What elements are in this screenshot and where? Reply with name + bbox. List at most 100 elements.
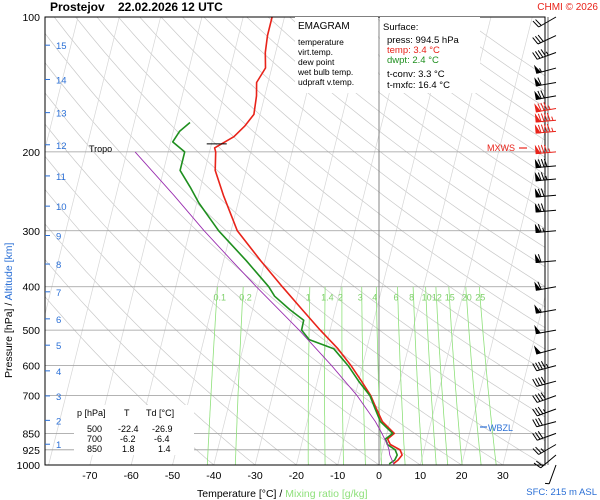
wind-barb-full [543,124,548,133]
pressure-tick-label: 400 [22,282,40,294]
wind-barb-full [535,36,541,44]
pressure-tick-label: 500 [22,325,40,337]
table-header-t: T [124,408,130,418]
wind-barb-full [534,394,541,402]
wind-barb-flag [534,223,541,234]
wind-barb-shaft [536,421,557,428]
station-name: Prostejov [50,0,105,14]
wind-barb-full [535,446,542,454]
wind-barb-half [551,116,554,121]
wind-barb-flag [534,203,541,213]
level-table-background [74,405,194,455]
mixing-ratio-line [341,286,344,465]
wind-barb-full [543,158,548,167]
temperature-tick-label: -30 [248,470,263,482]
wind-barb-shaft [536,365,557,372]
wind-barb-full [537,90,542,99]
altitude-tick-label: 6 [56,315,61,326]
wind-barb-full [532,378,538,387]
wind-barb-full [532,363,538,372]
wind-barb-full [537,113,542,122]
pressure-tick-label: 850 [22,428,40,440]
wind-barb-full [535,418,541,427]
table-header-td: Td [°C] [146,408,174,418]
wind-barb-half [545,175,548,181]
pressure-tick-label: 200 [22,147,40,159]
series-line-temperature [213,17,403,465]
legend-title: EMAGRAM [298,21,350,32]
wbzl-label: WBZL [488,423,513,433]
wind-barb-full [532,419,538,428]
altitude-tick-label: 14 [56,76,67,87]
mixing-ratio-tick-label: 12 [432,293,442,303]
mxws-label: MXWS [487,143,515,153]
wind-barb-shaft [537,432,557,441]
isotherm [461,129,545,465]
wind-barb-shaft [540,454,557,469]
x-axis-title: Temperature [°C] / Mixing ratio [g/kg] [197,488,368,500]
mixing-ratio-tick-label: 10 [422,293,432,303]
wind-barb-full [540,376,546,385]
wind-barb-flag [534,171,541,182]
wind-barb-full [537,172,542,181]
wind-barb-full [532,433,538,441]
tropopause-label: Tropo [89,144,112,154]
wind-barb-full [540,90,545,99]
mixing-ratio-line [361,286,366,465]
dry-adiabat [182,17,545,308]
wind-barb-full [537,103,542,112]
table-cell-850-p: 850 [87,444,102,454]
wind-barb-half [551,127,554,132]
mixing-ratio-line [324,286,326,465]
series-line-parcel [134,151,395,465]
wind-barb-full [538,377,543,386]
pressure-tick-label: 600 [22,361,40,373]
mixing-ratio-tick-label: 8 [409,293,414,303]
table-cell-500-p: 500 [87,424,102,434]
wind-barb-full [537,77,542,86]
level-table: p [hPa] T Td [°C] 500 -22.4 -26.9 700 -6… [74,405,194,455]
wind-barb-shaft [537,395,557,403]
altitude-tick-label: 2 [56,416,61,427]
wind-barb-half [545,51,549,56]
wind-barb-full [537,50,544,58]
mixing-ratio-tick-label: 25 [475,293,485,303]
wind-barb-full [532,395,538,403]
wind-barb-full [537,281,542,290]
altitude-tick-label: 4 [56,367,61,378]
table-cell-700-p: 700 [87,434,102,444]
temperature-tick-label: 30 [497,470,509,482]
temperature-tick-label: -20 [289,470,304,482]
copyright-label: CHMI © 2026 [537,2,598,13]
isotherm [48,17,161,465]
wind-barb-full [538,361,543,370]
wind-barb-full [537,145,542,154]
mixing-ratio-line [448,286,463,465]
surface-title: Surface: [383,22,418,33]
wind-barb-full [537,431,544,439]
wind-barb-flag [534,144,542,155]
wind-barb-full [537,203,542,212]
altitude-tick-label: 8 [56,260,61,271]
wind-barb-full [537,254,542,263]
mixing-ratio-line [307,286,311,465]
mixing-ratio-line [435,286,449,465]
altitude-tick-label: 13 [56,109,67,120]
altitude-tick-label: 12 [56,141,67,152]
wind-barbs [532,16,557,485]
wind-barb-full [540,49,547,57]
temperature-tick-label: 20 [456,470,468,482]
dry-adiabat [118,17,545,372]
dry-adiabat [203,17,545,287]
wind-barb-half [547,105,551,110]
isotherm [502,295,545,465]
wind-barb-flag [534,90,542,100]
wind-barb-full [546,112,551,121]
wind-barb-full [540,159,545,168]
legend: EMAGRAM temperature virt.temp. dew point… [295,17,378,93]
dry-adiabat [225,17,545,268]
wind-barb-full [540,113,545,122]
wind-barb-full [537,393,544,401]
wind-barb-full [533,462,541,469]
